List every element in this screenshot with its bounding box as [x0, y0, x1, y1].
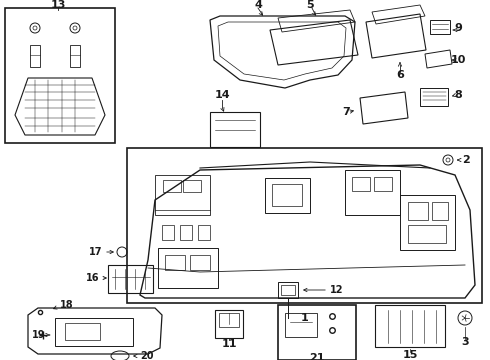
Bar — [127, 148, 482, 303]
Bar — [163, 180, 181, 192]
Bar — [158, 248, 218, 288]
Bar — [190, 255, 210, 270]
Bar — [183, 180, 201, 192]
Text: 9: 9 — [454, 23, 462, 33]
Bar — [420, 88, 448, 106]
Bar — [5, 8, 115, 143]
Bar — [65, 323, 100, 340]
Bar — [345, 170, 400, 215]
Text: 5: 5 — [306, 0, 314, 10]
Bar — [281, 285, 295, 295]
Text: 14: 14 — [214, 90, 230, 100]
Bar — [215, 310, 243, 338]
Bar — [375, 305, 445, 347]
Bar — [432, 202, 448, 220]
Bar — [408, 202, 428, 220]
Text: 1: 1 — [301, 313, 309, 323]
Text: 2: 2 — [462, 155, 470, 165]
Bar — [180, 225, 192, 240]
Bar — [400, 195, 455, 250]
Bar — [430, 20, 450, 34]
Bar — [285, 313, 317, 337]
Bar — [70, 45, 80, 67]
Text: 18: 18 — [60, 300, 74, 310]
Text: 3: 3 — [461, 337, 469, 347]
Text: 16: 16 — [85, 273, 99, 283]
Text: 7: 7 — [342, 107, 350, 117]
Text: 8: 8 — [454, 90, 462, 100]
Text: 20: 20 — [140, 351, 153, 360]
Bar — [108, 265, 153, 293]
Bar — [210, 112, 260, 147]
Bar — [55, 318, 133, 346]
Bar — [278, 282, 298, 298]
Text: 21: 21 — [309, 353, 325, 360]
Bar — [219, 313, 239, 327]
Bar — [272, 184, 302, 206]
Bar — [408, 225, 446, 243]
Bar — [165, 255, 185, 270]
Bar — [352, 177, 370, 191]
Text: 10: 10 — [450, 55, 465, 65]
Text: 4: 4 — [254, 0, 262, 10]
Bar — [278, 305, 356, 360]
Bar — [374, 177, 392, 191]
Text: 12: 12 — [330, 285, 343, 295]
Text: 17: 17 — [89, 247, 102, 257]
Text: 15: 15 — [402, 350, 417, 360]
Bar — [265, 178, 310, 213]
Text: 11: 11 — [221, 339, 237, 349]
Bar — [198, 225, 210, 240]
Bar — [162, 225, 174, 240]
Bar — [155, 175, 210, 215]
Text: 6: 6 — [396, 70, 404, 80]
Bar — [30, 45, 40, 67]
Text: 19: 19 — [31, 330, 45, 340]
Text: 13: 13 — [50, 0, 66, 10]
